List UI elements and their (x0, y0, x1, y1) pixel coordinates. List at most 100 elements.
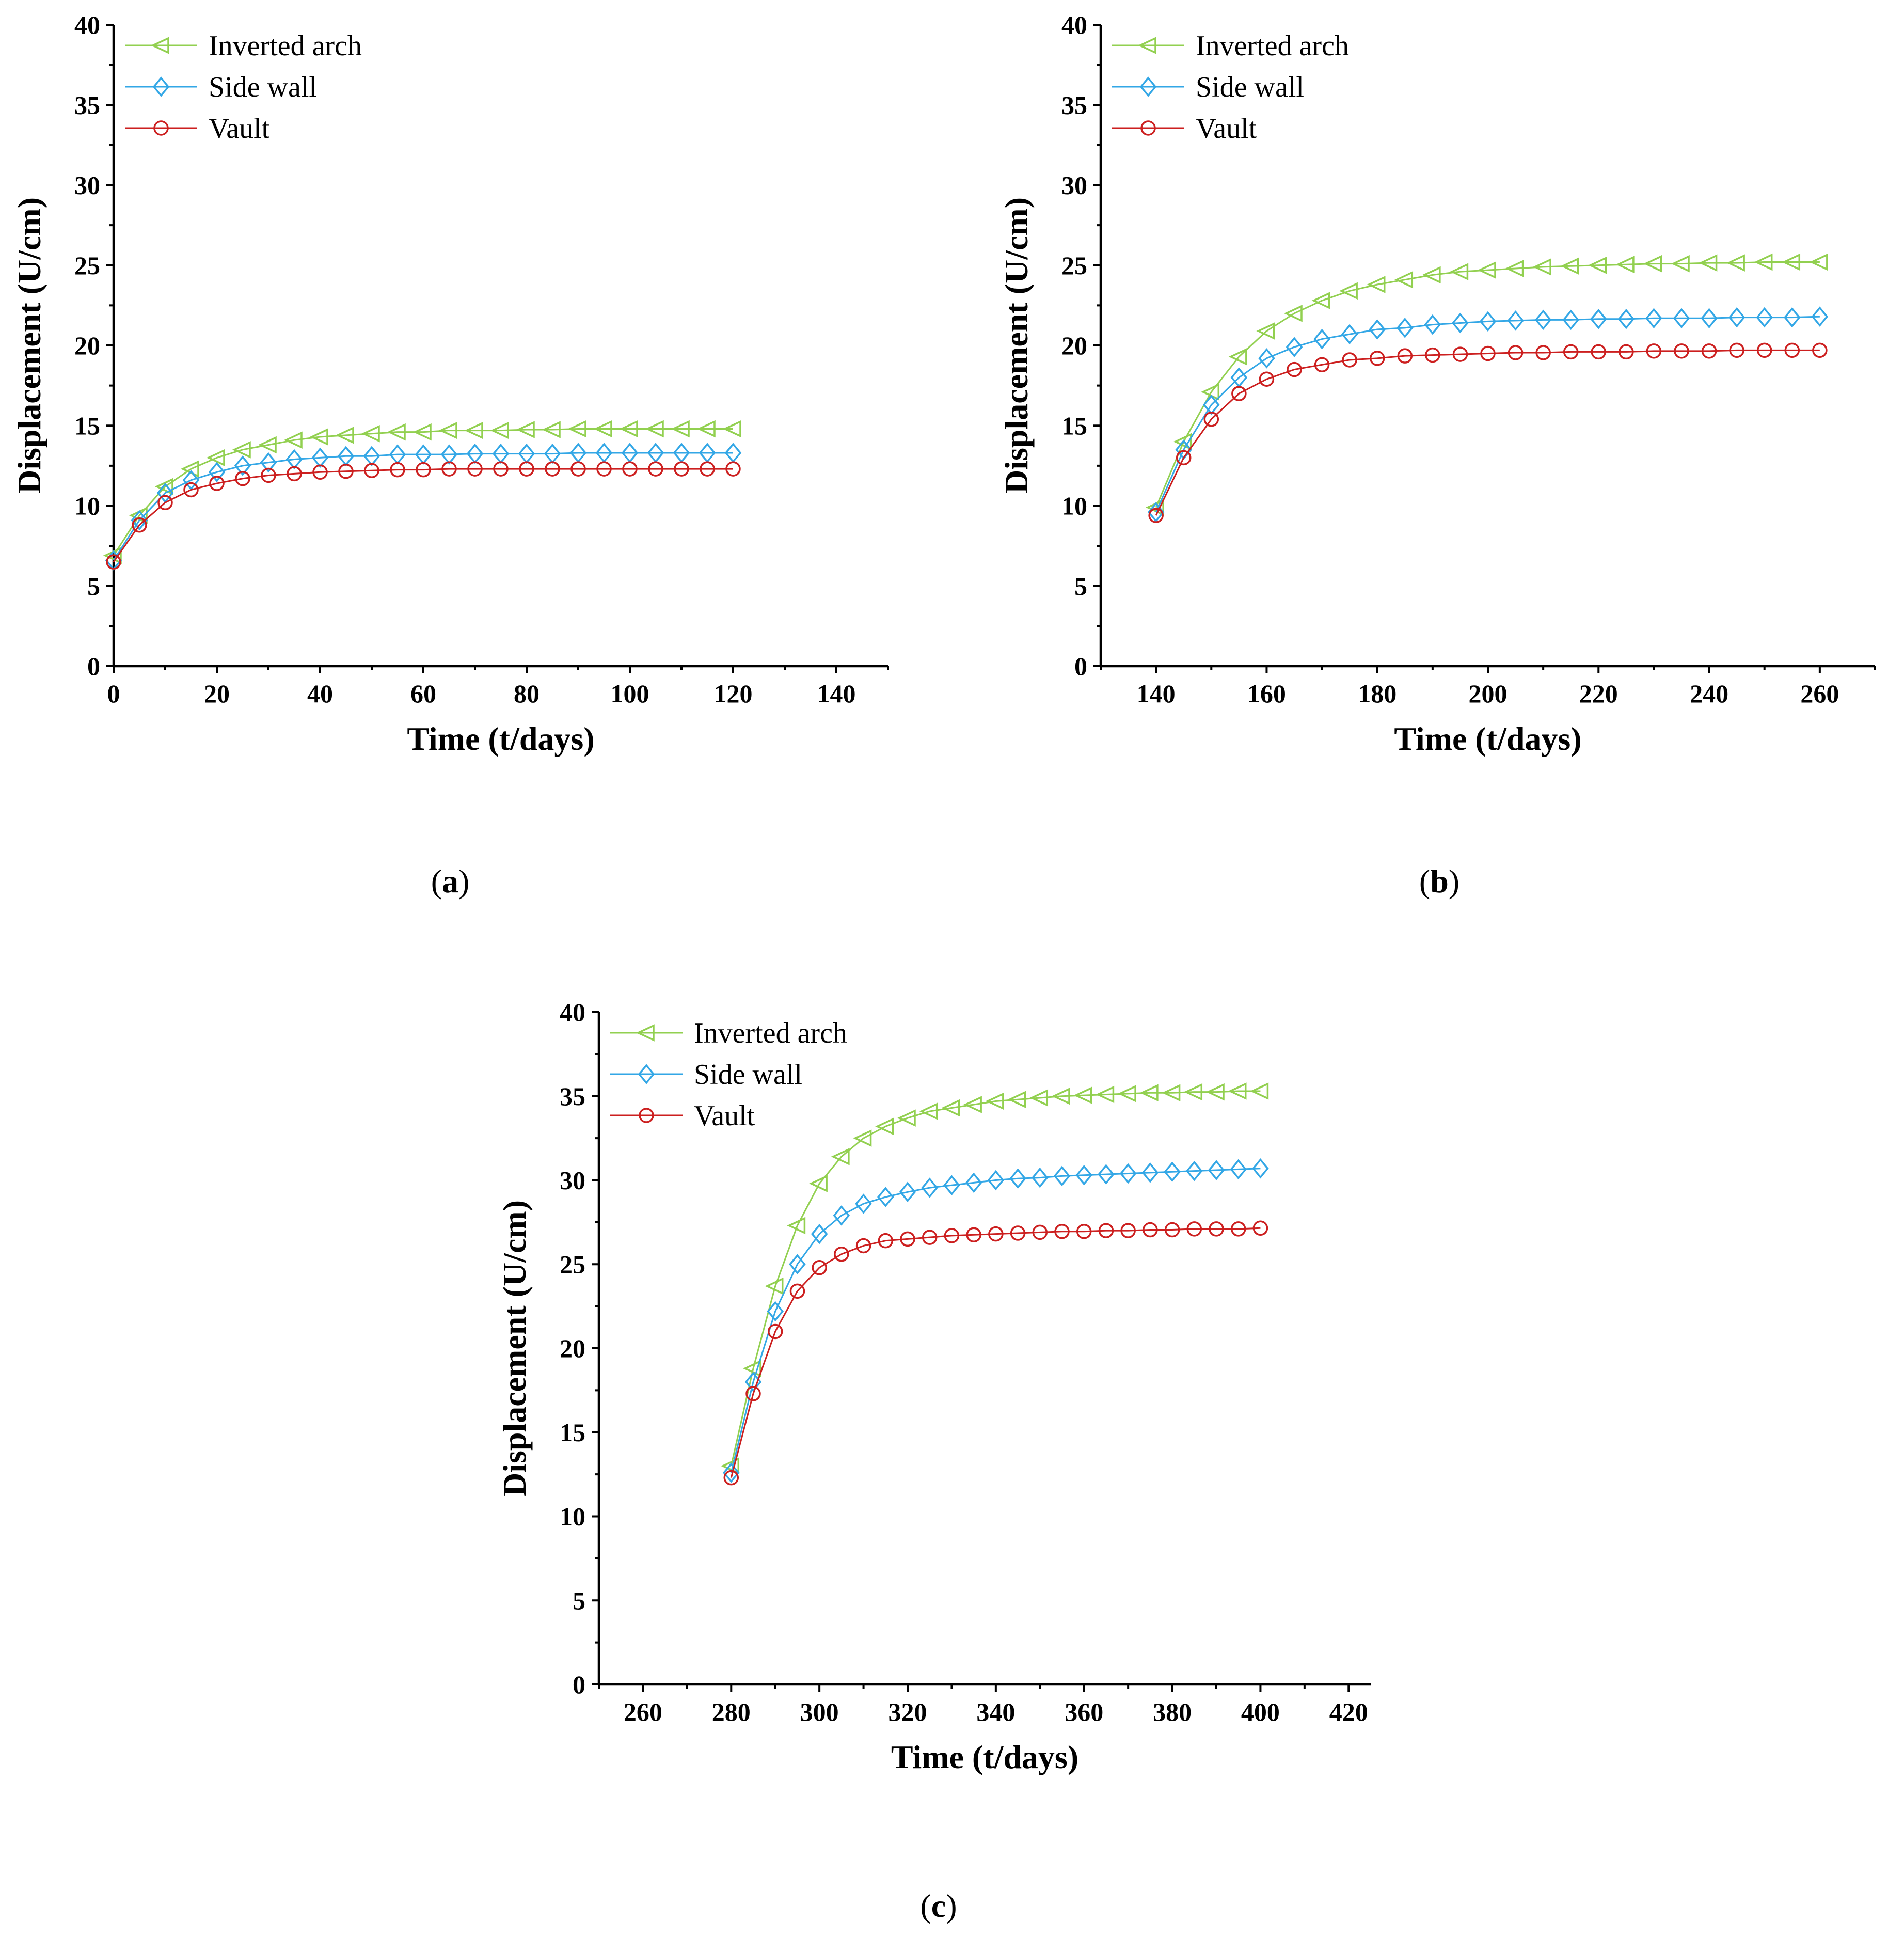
data-point (671, 420, 690, 438)
panel-letter-c: c (931, 1887, 946, 1924)
legend-marker (153, 120, 169, 136)
data-point (596, 461, 612, 477)
data-point (943, 1175, 960, 1196)
data-point (1673, 308, 1690, 328)
data-point (855, 1193, 872, 1214)
data-point (944, 1228, 960, 1243)
data-point (809, 1175, 828, 1192)
data-point (1208, 1160, 1225, 1180)
data-point (440, 444, 458, 465)
x-tick-label: 420 (1329, 1697, 1368, 1726)
legend-entry: Vault (1196, 113, 1257, 145)
data-point (897, 1109, 916, 1127)
data-point (1203, 395, 1220, 415)
data-point (877, 1187, 894, 1207)
chart-panel-c: 0 5 10 15 20 25 30 35 40 260 280 300 320 340 360 380 400… (496, 998, 1371, 1775)
data-point (1119, 1163, 1137, 1184)
data-point (1535, 345, 1551, 360)
data-point (853, 1129, 872, 1147)
data-point (988, 1226, 1004, 1242)
x-tick-label: 260 (624, 1697, 662, 1726)
data-point (567, 420, 586, 438)
x-tick-label: 300 (800, 1697, 839, 1726)
x-tick-label: 340 (976, 1697, 1015, 1726)
data-point (1809, 253, 1828, 271)
data-point (1203, 412, 1219, 427)
data-point (1287, 361, 1302, 377)
data-point (965, 1172, 982, 1193)
data-point (183, 482, 199, 498)
x-tick-label: 120 (714, 679, 753, 708)
data-point (312, 464, 328, 480)
data-point (1228, 1082, 1247, 1100)
data-point (985, 1092, 1004, 1110)
data-point (1342, 352, 1357, 368)
data-point (1120, 1223, 1136, 1238)
data-point (542, 421, 561, 438)
data-point (767, 1323, 783, 1340)
data-point (941, 1099, 960, 1117)
data-point (132, 517, 147, 533)
data-point (1205, 1083, 1225, 1101)
data-point (364, 463, 379, 478)
data-point (1756, 307, 1773, 328)
data-point (1252, 1220, 1268, 1236)
series-vault (106, 461, 741, 570)
y-tick-label: 30 (1061, 171, 1087, 200)
x-tick-label: 60 (410, 679, 436, 708)
data-point (464, 421, 483, 439)
data-point (593, 420, 612, 438)
data-point (154, 478, 173, 495)
y-tick-label: 40 (560, 998, 585, 1027)
y-tick-label: 40 (1061, 10, 1087, 39)
data-point (1339, 282, 1358, 300)
data-point (1053, 1165, 1071, 1187)
y-tick-label: 10 (1061, 492, 1087, 521)
data-point (1286, 337, 1303, 357)
legend-marker (636, 1024, 655, 1042)
data-point (1728, 307, 1746, 328)
y-tick-label: 35 (74, 90, 100, 119)
data-point (745, 1386, 761, 1401)
data-point (416, 462, 431, 478)
data-point (1534, 309, 1552, 330)
data-point (1533, 258, 1551, 276)
data-point (1073, 1086, 1092, 1104)
series-line (113, 428, 733, 556)
data-point (1563, 344, 1579, 360)
data-point (1311, 292, 1330, 309)
x-tick-label: 360 (1065, 1697, 1103, 1726)
x-tick-label: 40 (307, 679, 333, 708)
data-point (1645, 308, 1662, 328)
y-tick-label: 35 (560, 1082, 585, 1111)
panel-label-c: (c) (920, 1887, 957, 1924)
data-point (1283, 305, 1303, 322)
y-tick-label: 0 (573, 1670, 585, 1699)
data-point (622, 461, 638, 477)
data-point (1148, 508, 1164, 523)
data-point (1782, 253, 1801, 271)
data-point (1646, 343, 1662, 359)
data-point (725, 461, 741, 477)
data-point (1452, 312, 1469, 334)
legend-entry: Vault (694, 1100, 755, 1132)
x-tick-label: 200 (1469, 679, 1508, 708)
data-point (258, 436, 277, 454)
data-point (833, 1205, 850, 1226)
data-point (1397, 348, 1413, 364)
data-point (1258, 348, 1275, 369)
legend-entry: Side wall (694, 1059, 802, 1091)
data-point (232, 441, 251, 459)
x-tick-label: 220 (1579, 679, 1618, 708)
data-point (1252, 1158, 1269, 1179)
data-point (1259, 371, 1275, 387)
data-point (441, 461, 457, 477)
legend-marker (638, 1064, 655, 1084)
y-tick-label: 20 (74, 331, 100, 360)
data-point (831, 1148, 850, 1165)
data-point (309, 428, 328, 446)
data-point (1424, 314, 1441, 335)
data-point (338, 463, 354, 479)
y-tick-label: 20 (1061, 331, 1087, 360)
data-point (516, 421, 535, 438)
